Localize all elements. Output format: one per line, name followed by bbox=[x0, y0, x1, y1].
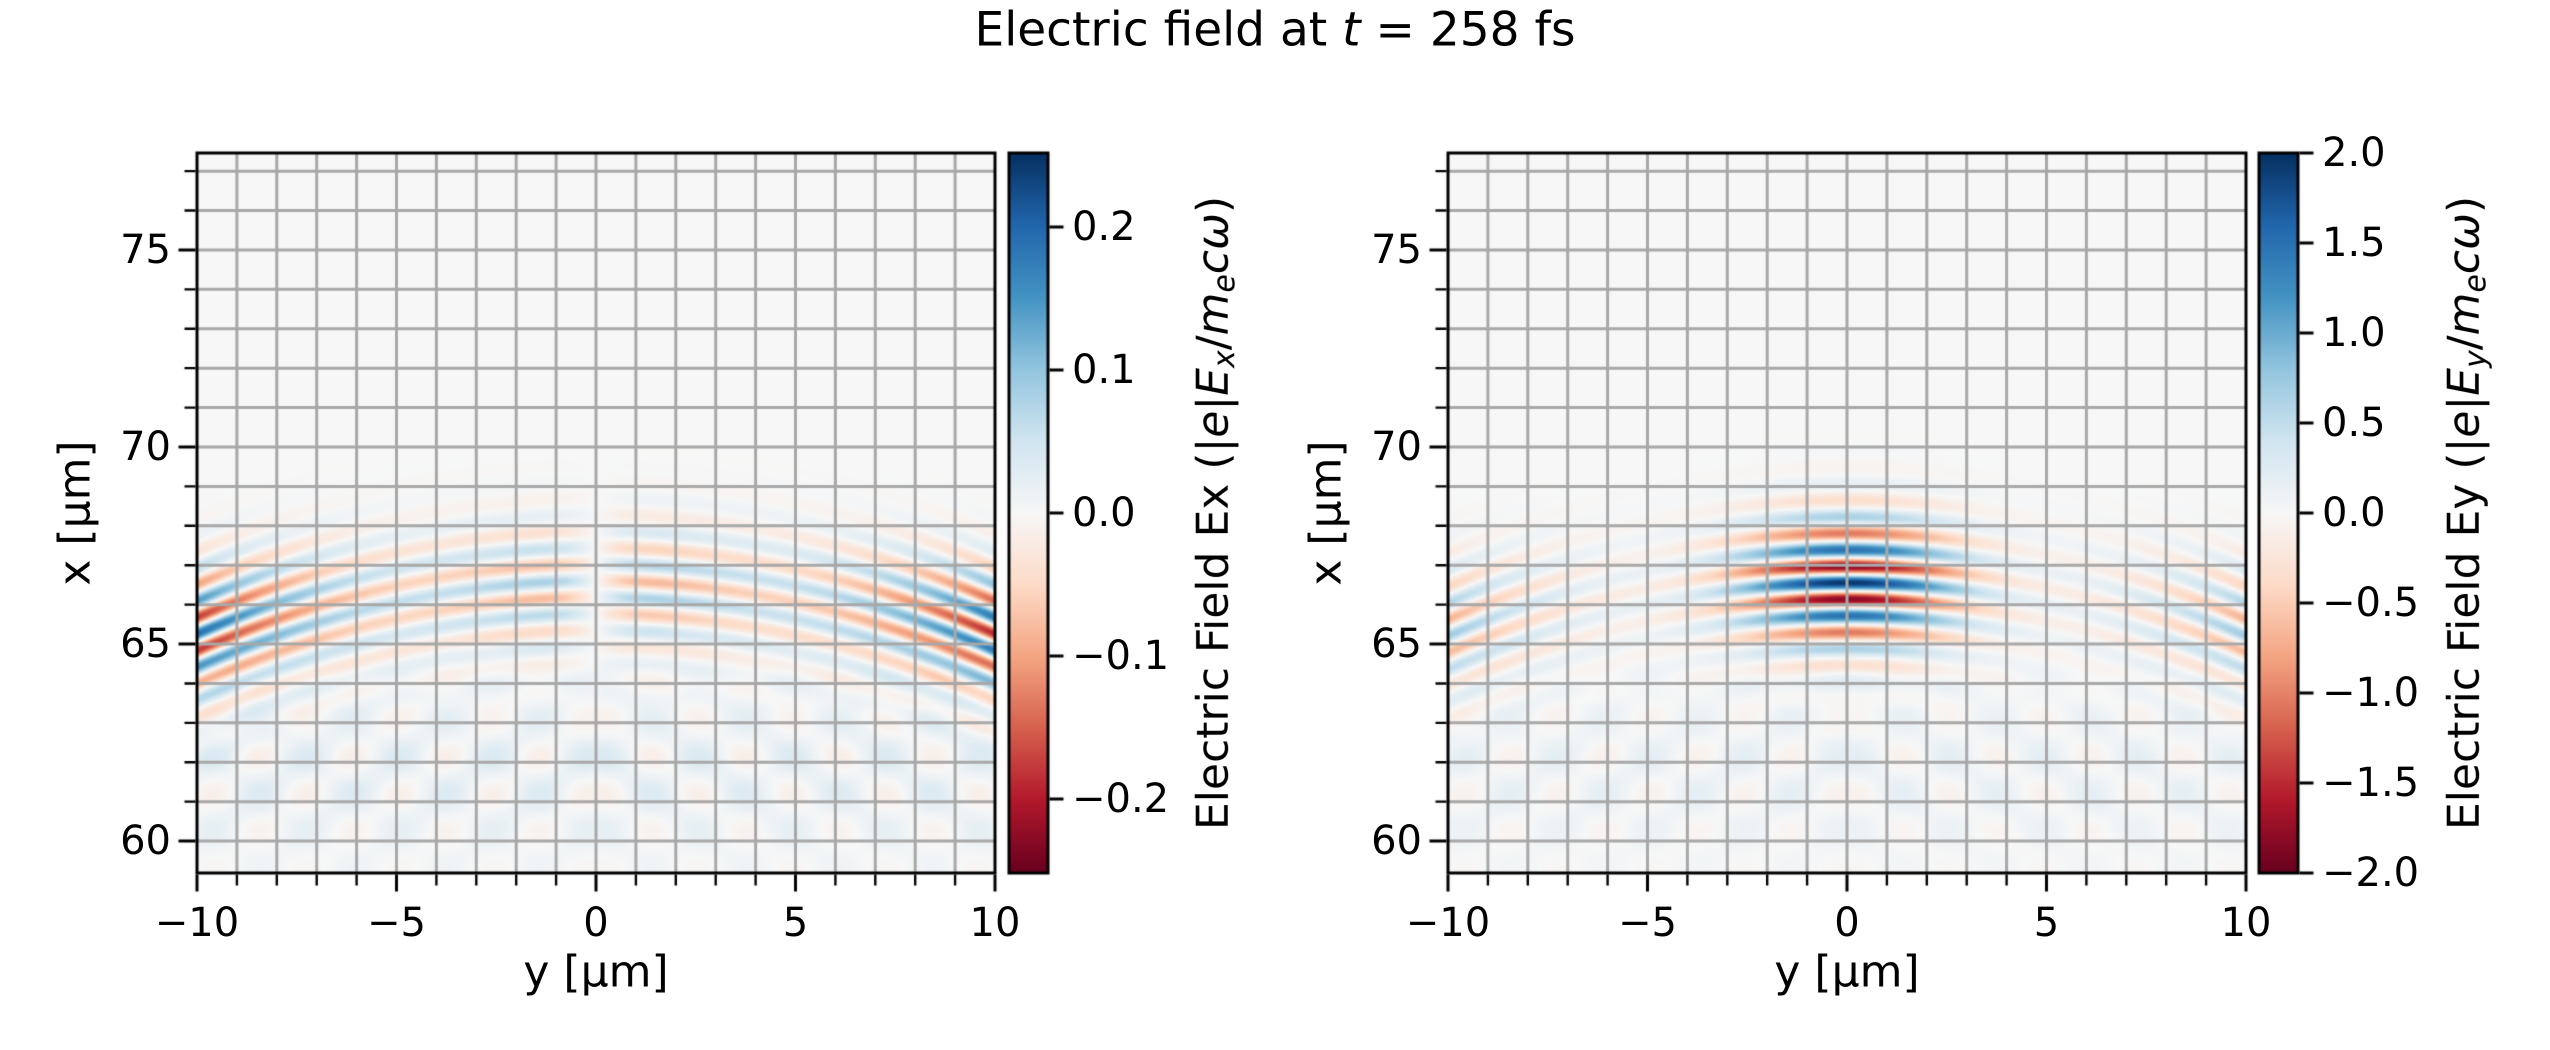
x-tick-label: 10 bbox=[2220, 900, 2272, 946]
text-part: e bbox=[2458, 274, 2494, 293]
x-tick-label: −10 bbox=[1405, 900, 1491, 946]
y-tick-label: 60 bbox=[120, 818, 171, 865]
x-tick-label: 0 bbox=[1834, 900, 1860, 946]
text-part: ) bbox=[2438, 195, 2490, 214]
x-tick-label: 0 bbox=[583, 900, 609, 946]
ex-colorbar bbox=[1009, 153, 1048, 873]
text-part: c bbox=[1187, 249, 1239, 275]
x-tick-label: −5 bbox=[1618, 900, 1677, 946]
ey-xaxis-label: y [μm] bbox=[1774, 946, 1920, 998]
text-part: m bbox=[1187, 292, 1239, 336]
y-tick-label: 70 bbox=[120, 423, 171, 470]
y-tick-label: 70 bbox=[1371, 423, 1422, 470]
ex-xaxis-label: y [μm] bbox=[523, 946, 669, 998]
colorbar-tick-label: −0.2 bbox=[1072, 776, 1170, 823]
colorbar-tick-label: 0.2 bbox=[1072, 203, 1136, 250]
text-part: E bbox=[2438, 367, 2490, 396]
text-part: e bbox=[1187, 410, 1239, 438]
colorbar-tick-label: 0.0 bbox=[2322, 490, 2386, 536]
x-tick-label: 10 bbox=[969, 900, 1021, 946]
text-part: e bbox=[1207, 274, 1243, 293]
ex-heatmap bbox=[197, 153, 995, 873]
colorbar-tick-label: 0.1 bbox=[1072, 346, 1136, 393]
text-part: | bbox=[1187, 395, 1239, 411]
y-tick-label: 65 bbox=[120, 621, 171, 668]
ey-colorbar bbox=[2259, 153, 2298, 873]
x-tick-label: −5 bbox=[367, 900, 426, 946]
figure-title: Electric field at t = 258 fs bbox=[974, 3, 1575, 58]
ey-heatmap bbox=[1448, 153, 2246, 873]
y-tick-label: 65 bbox=[1371, 621, 1422, 668]
text-part: Electric field at bbox=[974, 2, 1343, 58]
y-tick-label: 75 bbox=[120, 226, 171, 273]
x-tick-label: 5 bbox=[2033, 900, 2060, 946]
colorbar-tick-label: −1.0 bbox=[2322, 670, 2420, 716]
colorbar-tick-label: 0.0 bbox=[1072, 490, 1136, 536]
text-part: = 258 fs bbox=[1360, 2, 1576, 58]
colorbar-tick-label: 1.0 bbox=[2322, 310, 2386, 356]
colorbar-tick-label: −2.0 bbox=[2322, 850, 2420, 896]
text-part: t bbox=[1342, 2, 1361, 58]
x-tick-label: −10 bbox=[154, 900, 240, 946]
colorbar-tick-label: −1.5 bbox=[2322, 760, 2420, 806]
y-tick-label: 60 bbox=[1371, 818, 1422, 865]
colorbar-tick-label: −0.1 bbox=[1072, 633, 1170, 680]
colorbar-tick-label: 1.5 bbox=[2322, 220, 2386, 266]
colorbar-tick-label: 2.0 bbox=[2322, 130, 2386, 176]
colorbar-tick-label: 0.5 bbox=[2322, 400, 2386, 446]
x-tick-label: 5 bbox=[782, 900, 809, 946]
colorbar-tick-label: −0.5 bbox=[2322, 580, 2420, 626]
y-tick-label: 75 bbox=[1371, 226, 1422, 273]
